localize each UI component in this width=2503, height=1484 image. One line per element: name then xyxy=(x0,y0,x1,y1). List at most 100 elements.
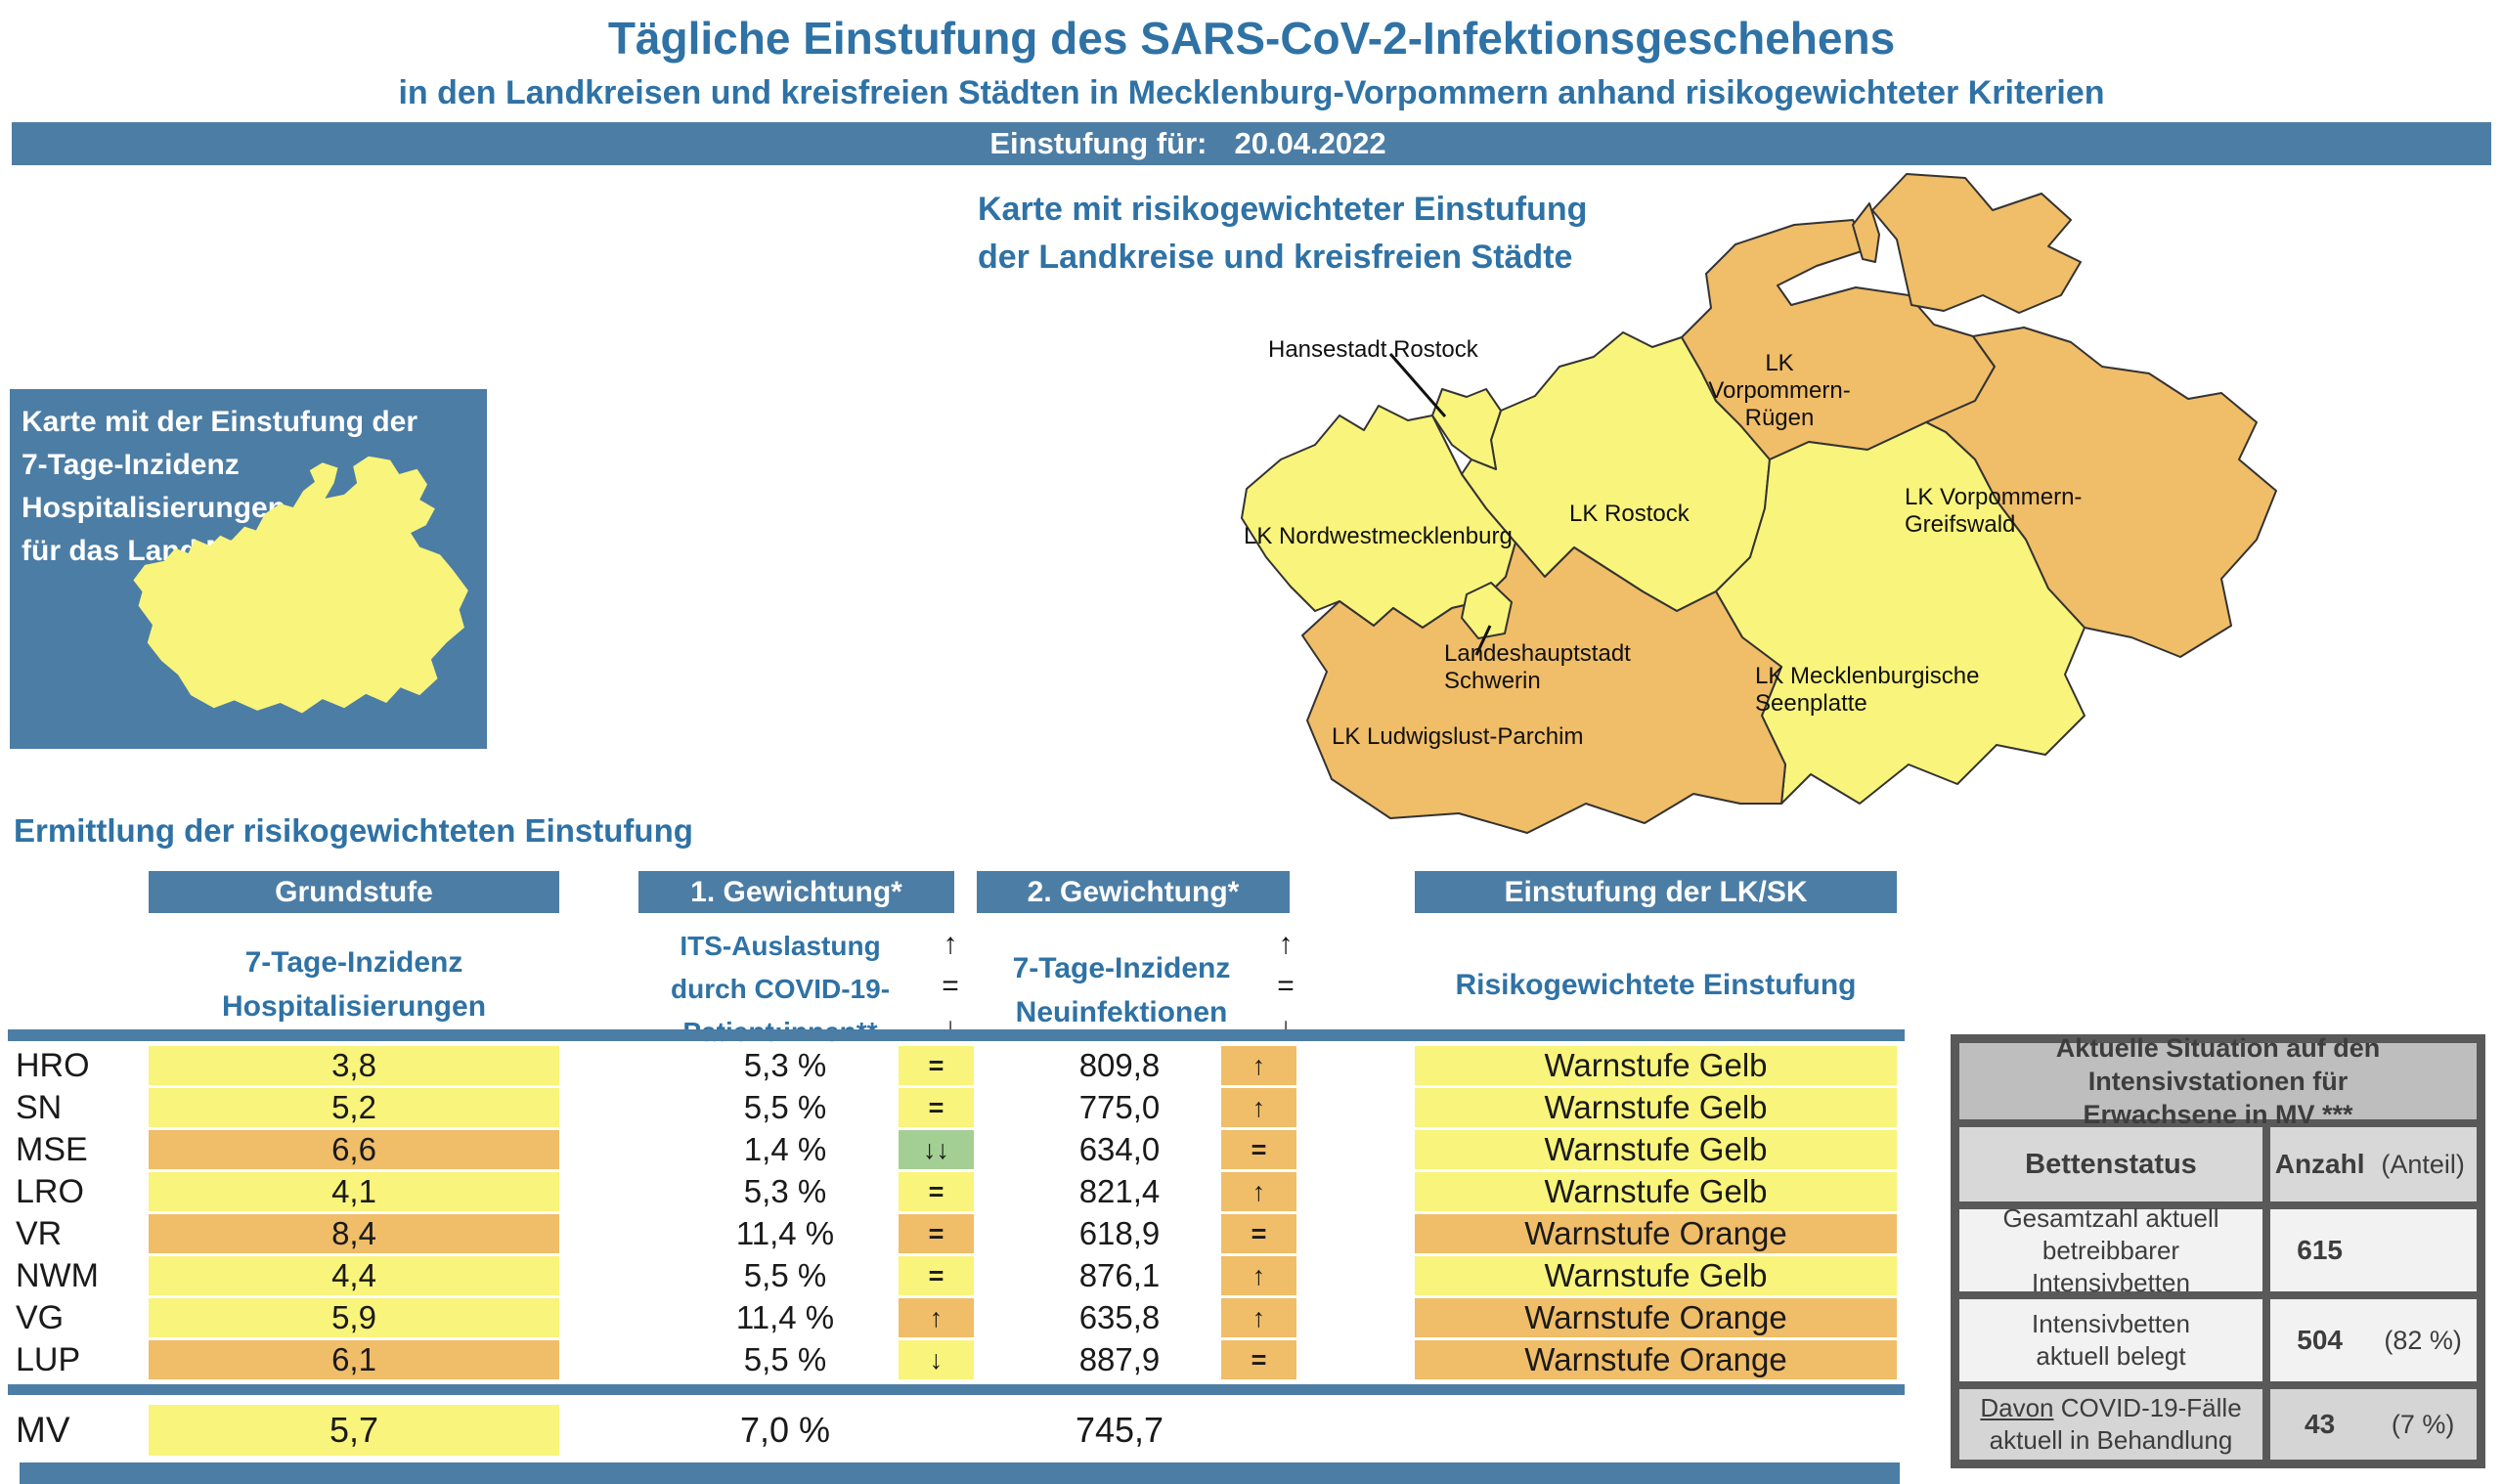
its-trend-cell: = xyxy=(899,1214,974,1253)
rating-cell: Warnstufe Orange xyxy=(1415,1298,1897,1337)
icu-col-header-anzahl-anteil: Anzahl (Anteil) xyxy=(2270,1127,2477,1201)
row-label: VG xyxy=(16,1298,65,1336)
neu-value-cell: 887,9 xyxy=(1078,1341,1161,1377)
icu-share-value: (7 %) xyxy=(2391,1409,2455,1439)
table-row: SN 5,2 5,5 % = 775,0 ↑ Warnstufe Gelb xyxy=(0,1088,1905,1127)
table-row: LUP 6,1 5,5 % ↓ 887,9 = Warnstufe Orange xyxy=(0,1340,1905,1379)
icu-row-label-text: Gesamtzahl aktuell betreibbarer Intensiv… xyxy=(2002,1202,2219,1297)
table-top-divider xyxy=(8,1029,1905,1041)
district-vr-ruegen-island xyxy=(1871,173,2082,314)
icu-row-values: 615 xyxy=(2270,1209,2477,1291)
summary-its-cell: 7,0 % xyxy=(739,1410,831,1450)
its-trend-cell: ↑ xyxy=(899,1298,974,1337)
map-label-lup: LK Ludwigslust-Parchim xyxy=(1332,723,1584,750)
icu-count-value: 43 xyxy=(2305,1409,2336,1439)
map-label-nwm: LK Nordwestmecklenburg xyxy=(1244,523,1513,549)
date-bar: Einstufung für: 20.04.2022 xyxy=(12,122,2491,165)
neu-value-cell: 775,0 xyxy=(1078,1089,1161,1125)
its-value-cell: 11,4 % xyxy=(735,1299,835,1335)
icu-row-label-text: Davon COVID-19-Fälle aktuell in Behandlu… xyxy=(1980,1392,2241,1457)
district-risk-map xyxy=(1241,173,2277,834)
table-row: VG 5,9 11,4 % ↑ 635,8 ↑ Warnstufe Orange xyxy=(0,1298,1905,1337)
risk-map-title: Karte mit risikogewichteter Einstufung d… xyxy=(978,186,1603,282)
page-title: Tägliche Einstufung des SARS-CoV-2-Infek… xyxy=(607,13,1896,64)
its-trend-cell: = xyxy=(899,1256,974,1295)
icu-row-label-text: Intensivbetten aktuell belegt xyxy=(2032,1309,2190,1371)
rating-cell: Warnstufe Gelb xyxy=(1415,1046,1897,1085)
its-value-cell: 5,3 % xyxy=(743,1173,827,1209)
icu-davon-underline: Davon xyxy=(1980,1393,2054,1422)
rating-cell: Warnstufe Orange xyxy=(1415,1214,1897,1253)
bottom-divider xyxy=(20,1462,1900,1484)
neu-value-cell: 618,9 xyxy=(1078,1215,1161,1251)
section-title: Ermittlung der risikogewichteten Einstuf… xyxy=(14,812,693,849)
map-label-mse: LK Mecklenburgische Seenplatte xyxy=(1755,663,1980,717)
hospitalization-map-title: Karte mit der Einstufung der 7-Tage-Inzi… xyxy=(22,406,418,567)
subheader-risikogewichtete-einstufung: Risikogewichtete Einstufung xyxy=(1455,969,1857,1001)
date-bar-text: Einstufung für: 20.04.2022 xyxy=(989,126,1385,161)
col-header-gewichtung2: 2. Gewichtung* xyxy=(977,871,1290,913)
its-value-cell: 5,5 % xyxy=(743,1257,827,1293)
map-label-vr: LK Vorpommern- Rügen xyxy=(1708,350,1851,431)
rating-cell: Warnstufe Gelb xyxy=(1415,1088,1897,1127)
rating-cell: Warnstufe Gelb xyxy=(1415,1172,1897,1211)
hosp-incidence-cell: 4,4 xyxy=(149,1256,559,1295)
neu-trend-cell: = xyxy=(1221,1214,1296,1253)
table-row: HRO 3,8 5,3 % = 809,8 ↑ Warnstufe Gelb xyxy=(0,1046,1905,1085)
col-header-einstufung: Einstufung der LK/SK xyxy=(1415,871,1897,913)
row-label: VR xyxy=(16,1214,63,1252)
classification-date: 20.04.2022 xyxy=(1234,126,1386,160)
hosp-incidence-cell: 4,1 xyxy=(149,1172,559,1211)
summary-divider xyxy=(8,1384,1905,1395)
risk-map-title-line2: der Landkreise und kreisfreien Städte xyxy=(978,239,1573,276)
district-lup xyxy=(1301,542,1786,834)
its-value-cell: 5,5 % xyxy=(743,1089,827,1125)
page-subtitle: in den Landkreisen und kreisfreien Städt… xyxy=(398,74,2105,111)
map-label-hro: Hansestadt Rostock xyxy=(1268,336,1478,363)
icu-row-label-rest: COVID-19-Fälle aktuell in Behandlung xyxy=(1989,1393,2242,1455)
its-value-cell: 11,4 % xyxy=(735,1215,835,1251)
icu-col-header-anzahl: Anzahl xyxy=(2274,1149,2365,1179)
district-vr xyxy=(1681,219,1996,460)
hro-pointer-line xyxy=(1388,353,1447,417)
neu-value-cell: 809,8 xyxy=(1078,1047,1161,1083)
neu-value-cell: 634,0 xyxy=(1078,1131,1161,1167)
map-label-vg: LK Vorpommern- Greifswald xyxy=(1905,484,2083,538)
icu-row-label: Davon COVID-19-Fälle aktuell in Behandlu… xyxy=(1959,1389,2262,1460)
mv-state-shape xyxy=(133,456,468,714)
neu-trend-cell: ↑ xyxy=(1221,1172,1296,1211)
table-row: NWM 4,4 5,5 % = 876,1 ↑ Warnstufe Gelb xyxy=(0,1256,1905,1295)
icu-row-label: Gesamtzahl aktuell betreibbarer Intensiv… xyxy=(1959,1203,2262,1297)
icu-count-value: 504 xyxy=(2297,1325,2343,1355)
district-sn xyxy=(1461,582,1513,639)
hosp-incidence-cell: 5,9 xyxy=(149,1298,559,1337)
district-hro xyxy=(1431,388,1502,470)
sn-pointer-line xyxy=(1474,625,1492,656)
icu-status-table: Aktuelle Situation auf den Intensivstati… xyxy=(1951,1033,2485,1468)
its-value-cell: 5,5 % xyxy=(743,1341,827,1377)
icu-share-value: (82 %) xyxy=(2384,1325,2462,1355)
row-label: SN xyxy=(16,1088,63,1126)
icu-row-values: 43 (7 %) xyxy=(2270,1389,2477,1460)
summary-row-label: MV xyxy=(16,1410,70,1450)
icu-col-header-anteil: (Anteil) xyxy=(2381,1149,2465,1179)
col-header-gewichtung1: 1. Gewichtung* xyxy=(638,871,954,913)
icu-row-label: Intensivbetten aktuell belegt xyxy=(1959,1299,2262,1381)
col-header-grundstufe: Grundstufe xyxy=(149,871,559,913)
summary-hosp-cell: 5,7 xyxy=(149,1405,559,1456)
neu-value-cell: 821,4 xyxy=(1078,1173,1161,1209)
hosp-incidence-cell: 8,4 xyxy=(149,1214,559,1253)
neu-value-cell: 635,8 xyxy=(1078,1299,1161,1335)
its-trend-cell: ↓↓ xyxy=(899,1130,974,1169)
subheader-neuinfektionen: 7-Tage-Inzidenz Neuinfektionen xyxy=(1012,952,1231,1028)
neu-trend-cell: = xyxy=(1221,1340,1296,1379)
icu-col-header-bettenstatus: Bettenstatus xyxy=(1959,1127,2262,1201)
its-trend-cell: ↓ xyxy=(899,1340,974,1379)
map-label-sn: Landeshauptstadt Schwerin xyxy=(1444,640,1631,694)
rating-cell: Warnstufe Gelb xyxy=(1415,1256,1897,1295)
row-label: MSE xyxy=(16,1130,88,1168)
neu-trend-cell: = xyxy=(1221,1130,1296,1169)
hosp-incidence-cell: 6,6 xyxy=(149,1130,559,1169)
rating-cell: Warnstufe Gelb xyxy=(1415,1130,1897,1169)
